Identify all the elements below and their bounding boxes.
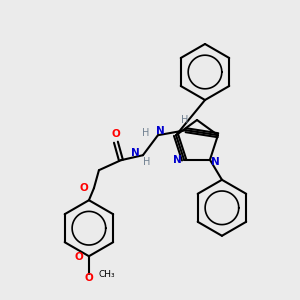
Text: N: N — [155, 126, 164, 136]
Text: CH₃: CH₃ — [99, 270, 116, 279]
Text: N: N — [130, 148, 139, 158]
Text: O: O — [80, 183, 88, 193]
Text: H: H — [142, 128, 150, 138]
Text: O: O — [74, 252, 83, 262]
Text: O: O — [85, 273, 93, 283]
Text: N: N — [173, 155, 182, 165]
Text: N: N — [211, 157, 219, 167]
Text: O: O — [112, 129, 120, 139]
Text: H: H — [181, 115, 189, 125]
Text: H: H — [143, 157, 151, 167]
